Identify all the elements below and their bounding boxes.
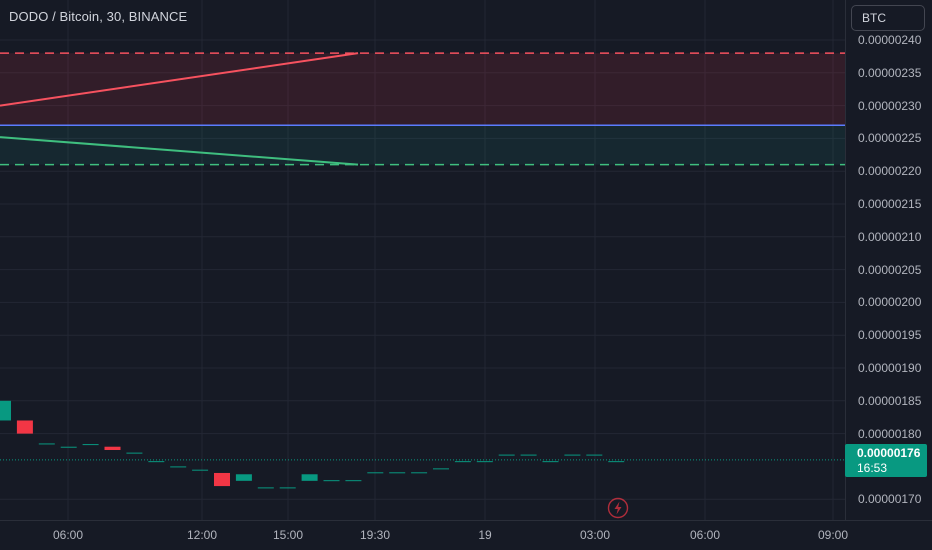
price-label: 0.00000170 bbox=[858, 492, 922, 507]
candle-9 bbox=[192, 469, 209, 471]
candle-5 bbox=[104, 446, 121, 450]
last-price-value: 0.00000176 bbox=[857, 446, 921, 460]
bar-countdown: 16:53 bbox=[857, 461, 888, 475]
stop-zone bbox=[0, 125, 845, 165]
time-label: 09:00 bbox=[817, 528, 849, 542]
candle-8 bbox=[170, 466, 187, 468]
price-label: 0.00000205 bbox=[858, 262, 922, 277]
candle-3 bbox=[60, 446, 77, 448]
candle-21 bbox=[454, 461, 471, 463]
time-label: 06:00 bbox=[689, 528, 721, 542]
price-label: 0.00000225 bbox=[858, 131, 922, 146]
price-label: 0.00000190 bbox=[858, 361, 922, 375]
candle-4 bbox=[82, 444, 99, 446]
candle-26 bbox=[564, 454, 581, 456]
candle-18 bbox=[389, 472, 406, 474]
time-label: 06:00 bbox=[52, 528, 84, 542]
candle-25 bbox=[542, 461, 559, 463]
candle-28 bbox=[608, 461, 625, 463]
price-label: 0.00000235 bbox=[858, 65, 922, 80]
time-label: 12:00 bbox=[186, 528, 218, 542]
candle-7 bbox=[148, 461, 165, 463]
candle-24 bbox=[520, 454, 537, 456]
time-label: 03:00 bbox=[579, 528, 611, 542]
currency-button[interactable]: BTC bbox=[851, 5, 925, 31]
candle-27 bbox=[586, 454, 603, 456]
candle-20 bbox=[433, 468, 449, 470]
stop-trend-line bbox=[0, 136, 359, 166]
candle-2 bbox=[38, 443, 55, 445]
candle-17 bbox=[367, 472, 384, 474]
price-label: 0.00000210 bbox=[858, 229, 922, 244]
time-label: 19:30 bbox=[359, 528, 391, 542]
candle-11 bbox=[235, 474, 252, 481]
price-label: 0.00000185 bbox=[858, 393, 922, 408]
candle-0 bbox=[0, 400, 11, 421]
price-label: 0.00000195 bbox=[858, 328, 922, 343]
target-zone bbox=[0, 53, 845, 126]
candle-23 bbox=[498, 454, 515, 456]
price-label: 0.00000240 bbox=[858, 33, 922, 47]
candle-15 bbox=[323, 480, 340, 482]
candle-13 bbox=[279, 487, 296, 489]
time-label: 15:00 bbox=[272, 528, 304, 542]
candle-6 bbox=[126, 452, 143, 454]
last-price-tag: 0.00000176 16:53 bbox=[845, 444, 927, 477]
price-label: 0.00000215 bbox=[858, 197, 922, 211]
candle-14 bbox=[301, 474, 318, 481]
candle-19 bbox=[411, 472, 428, 474]
candle-1 bbox=[16, 420, 33, 434]
time-label: 19 bbox=[478, 528, 492, 542]
price-label: 0.00000200 bbox=[858, 295, 922, 310]
price-label: 0.00000180 bbox=[858, 426, 922, 441]
candle-22 bbox=[476, 461, 493, 463]
candle-16 bbox=[345, 480, 362, 482]
lightning-icon[interactable] bbox=[607, 497, 629, 519]
target-trend-line bbox=[0, 52, 359, 107]
price-label: 0.00000220 bbox=[858, 164, 922, 179]
symbol-title: DODO / Bitcoin, 30, BINANCE bbox=[9, 9, 188, 24]
candle-12 bbox=[257, 487, 274, 489]
price-label: 0.00000230 bbox=[858, 98, 922, 113]
candle-10 bbox=[214, 472, 230, 487]
